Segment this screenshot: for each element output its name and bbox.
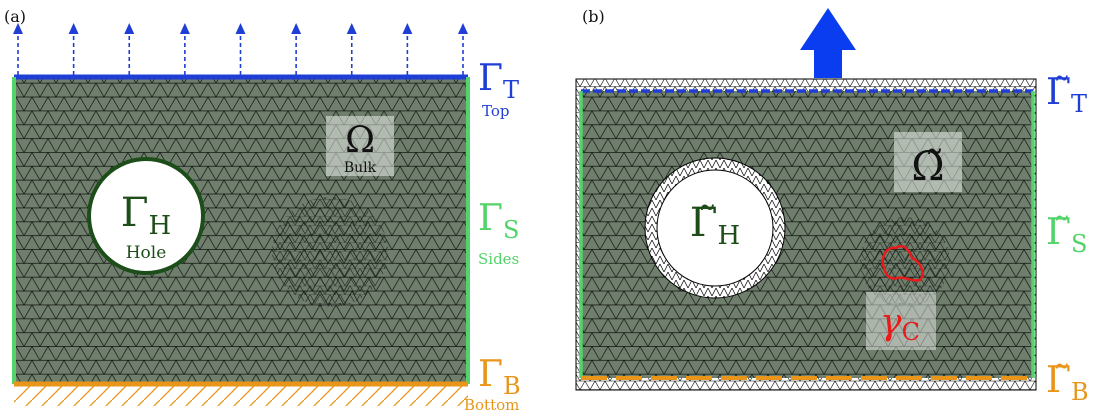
sides-symbol-b: Γ̃S	[1046, 212, 1087, 258]
dashed-arrow-icon	[13, 23, 23, 34]
crack-label-box	[866, 292, 936, 350]
bottom-support-hatch	[14, 384, 468, 406]
bottom-caption-a: Bottom	[464, 396, 519, 414]
dashed-arrow-icon	[179, 23, 190, 34]
dashed-arrow-icon	[291, 23, 302, 34]
dashed-arrow-icon	[124, 23, 135, 34]
sides-symbol-a: ΓS	[478, 198, 519, 244]
dashed-arrow-icon	[402, 23, 413, 34]
dashed-arrow-icon	[235, 23, 246, 34]
big-up-arrow-icon	[800, 8, 856, 78]
hole-symbol-a: ΓH	[121, 190, 171, 241]
dashed-arrow-icon	[458, 23, 468, 34]
hole-symbol-b: Γ̃H	[690, 200, 740, 251]
dashed-arrow-icon	[346, 23, 357, 34]
mesh-domain-a	[14, 77, 468, 384]
mesh-refinement-b	[860, 217, 950, 307]
bottom-symbol-a: ΓB	[478, 354, 521, 400]
top-symbol-b: Γ̃T	[1046, 72, 1087, 118]
panel-a: (a) ΓH Hole Ω Bulk ΓT Top ΓS Sides ΓB Bo…	[4, 7, 521, 414]
bottom-symbol-b: Γ̃B	[1046, 360, 1089, 406]
bulk-label-box-a	[326, 116, 394, 176]
panel-b: (b) Γ̃H Ω̃ γC Γ̃T Γ̃S Γ̃B	[575, 7, 1089, 406]
panel-a-tag: (a)	[4, 7, 26, 26]
hole-b	[656, 169, 774, 287]
panel-b-tag: (b)	[582, 7, 605, 26]
dashed-arrow-icon	[68, 23, 79, 34]
top-load-arrows	[13, 23, 468, 75]
sides-caption-a: Sides	[478, 250, 519, 268]
bulk-caption-a: Bulk	[344, 160, 377, 176]
hole-caption-a: Hole	[126, 243, 167, 263]
crack-symbol: γC	[880, 302, 920, 346]
hole-a	[87, 157, 205, 275]
bulk-symbol-a: Ω	[345, 120, 375, 161]
bulk-symbol-b: Ω̃	[911, 144, 944, 190]
bulk-label-box-b	[894, 132, 962, 192]
mesh-refinement-a	[272, 197, 388, 307]
top-caption-a: Top	[482, 102, 509, 120]
top-symbol-a: ΓT	[478, 58, 519, 104]
crack-curve	[881, 244, 924, 282]
